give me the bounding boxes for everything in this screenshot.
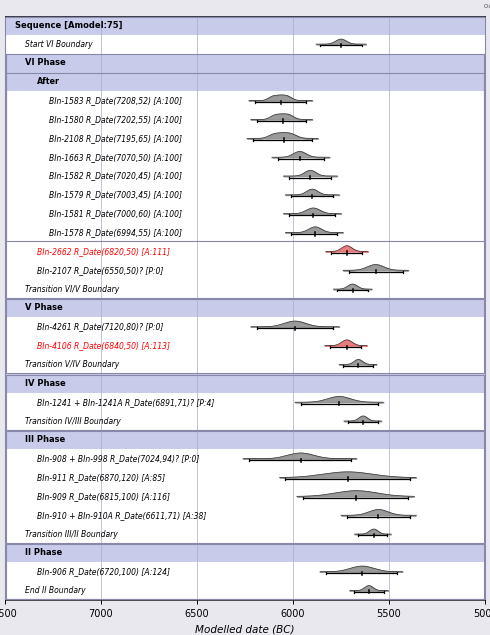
Bar — [5, 374, 485, 393]
Text: BIn-1663 R_Date(7070,50) [A:100]: BIn-1663 R_Date(7070,50) [A:100] — [49, 152, 182, 162]
Bar — [5, 185, 485, 204]
Bar — [5, 393, 485, 411]
Bar — [5, 431, 485, 450]
Bar — [5, 581, 485, 600]
Text: BIn-911 R_Date(6870,120) [A:85]: BIn-911 R_Date(6870,120) [A:85] — [37, 473, 165, 482]
X-axis label: Modelled date (BC): Modelled date (BC) — [195, 625, 295, 634]
Text: BIn-908 + BIn-998 R_Date(7024,94)? [P:0]: BIn-908 + BIn-998 R_Date(7024,94)? [P:0] — [37, 454, 199, 464]
Bar — [5, 411, 485, 431]
Text: After: After — [37, 77, 60, 86]
Text: Transition V/IV Boundary: Transition V/IV Boundary — [24, 360, 119, 369]
Text: III Phase: III Phase — [24, 436, 65, 444]
Bar — [5, 91, 485, 110]
Bar — [6, 431, 484, 543]
Bar — [5, 355, 485, 374]
Text: V Phase: V Phase — [24, 304, 62, 312]
Text: BIn-1579 R_Date(7003,45) [A:100]: BIn-1579 R_Date(7003,45) [A:100] — [49, 190, 182, 199]
Bar — [6, 299, 484, 373]
Bar — [5, 223, 485, 242]
Bar — [5, 450, 485, 468]
Bar — [5, 337, 485, 355]
Text: OxCal v4.2.4 Bronk Ramsey (2013); r:5 IntCal13 atmospheric curve (Reimer et al 2: OxCal v4.2.4 Bronk Ramsey (2013); r:5 In… — [484, 4, 490, 9]
Text: Start VI Boundary: Start VI Boundary — [24, 39, 92, 49]
Text: Transition III/II Boundary: Transition III/II Boundary — [24, 530, 117, 538]
Text: End II Boundary: End II Boundary — [24, 586, 85, 595]
Bar — [5, 166, 485, 185]
Text: Transition VI/V Boundary: Transition VI/V Boundary — [24, 284, 119, 293]
Text: BIn-1581 R_Date(7000,60) [A:100]: BIn-1581 R_Date(7000,60) [A:100] — [49, 210, 182, 218]
Bar — [5, 468, 485, 487]
Text: BIn-906 R_Date(6720,100) [A:124]: BIn-906 R_Date(6720,100) [A:124] — [37, 567, 170, 577]
Bar — [5, 563, 485, 581]
Text: BIn-4106 R_Date(6840,50) [A:113]: BIn-4106 R_Date(6840,50) [A:113] — [37, 341, 170, 350]
Bar — [6, 73, 484, 241]
Bar — [5, 318, 485, 337]
Bar — [5, 487, 485, 506]
Bar — [5, 261, 485, 279]
Text: BIn-1580 R_Date(7202,55) [A:100]: BIn-1580 R_Date(7202,55) [A:100] — [49, 115, 182, 124]
Text: Transition IV/III Boundary: Transition IV/III Boundary — [24, 417, 121, 425]
Text: II Phase: II Phase — [24, 549, 62, 558]
Text: VI Phase: VI Phase — [24, 58, 65, 67]
Bar — [5, 544, 485, 563]
Bar — [5, 129, 485, 148]
Bar — [5, 110, 485, 129]
Text: BIn-2108 R_Date(7195,65) [A:100]: BIn-2108 R_Date(7195,65) [A:100] — [49, 134, 182, 143]
Bar — [6, 55, 484, 298]
Bar — [5, 204, 485, 223]
Text: BIn-2107 R_Date(6550,50)? [P:0]: BIn-2107 R_Date(6550,50)? [P:0] — [37, 266, 163, 275]
Bar — [5, 53, 485, 72]
Text: IV Phase: IV Phase — [24, 379, 65, 388]
Text: BIn-910 + BIn-910A R_Date(6611,71) [A:38]: BIn-910 + BIn-910A R_Date(6611,71) [A:38… — [37, 511, 206, 520]
Bar — [5, 506, 485, 525]
Bar — [6, 544, 484, 599]
Text: BIn-1582 R_Date(7020,45) [A:100]: BIn-1582 R_Date(7020,45) [A:100] — [49, 171, 182, 180]
Text: BIn-2662 R_Date(6820,50) [A:111]: BIn-2662 R_Date(6820,50) [A:111] — [37, 247, 170, 256]
Text: BIn-1578 R_Date(6994,55) [A:100]: BIn-1578 R_Date(6994,55) [A:100] — [49, 228, 182, 237]
Bar — [5, 279, 485, 298]
Text: Sequence [Amodel:75]: Sequence [Amodel:75] — [15, 21, 122, 30]
Text: BIn-909 R_Date(6815,100) [A:116]: BIn-909 R_Date(6815,100) [A:116] — [37, 492, 170, 501]
Bar — [6, 375, 484, 430]
Bar — [5, 148, 485, 166]
Bar — [5, 16, 485, 35]
Bar — [5, 525, 485, 544]
Bar — [5, 242, 485, 261]
Bar — [5, 35, 485, 53]
Text: BIn-1241 + BIn-1241A R_Date(6891,71)? [P:4]: BIn-1241 + BIn-1241A R_Date(6891,71)? [P… — [37, 398, 214, 406]
Bar — [5, 298, 485, 318]
Text: BIn-4261 R_Date(7120,80)? [P:0]: BIn-4261 R_Date(7120,80)? [P:0] — [37, 323, 163, 331]
Text: BIn-1583 R_Date(7208,52) [A:100]: BIn-1583 R_Date(7208,52) [A:100] — [49, 96, 182, 105]
Bar — [5, 72, 485, 91]
